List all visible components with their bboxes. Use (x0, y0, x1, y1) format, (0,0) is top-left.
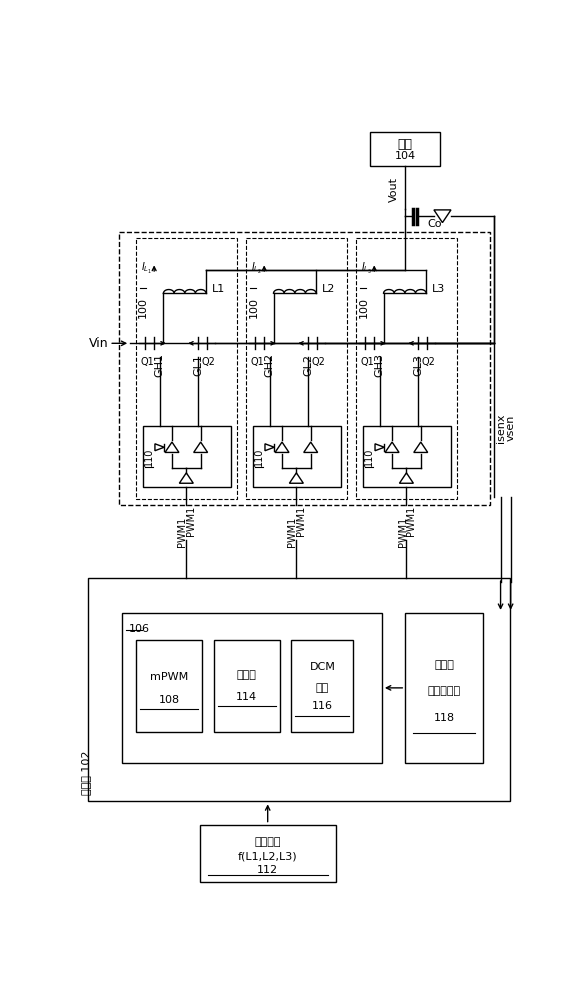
Text: 相停止: 相停止 (237, 670, 257, 680)
Text: 100: 100 (248, 297, 259, 318)
Text: PWM1: PWM1 (186, 505, 196, 536)
Text: 116: 116 (312, 701, 333, 711)
Text: L1: L1 (213, 284, 226, 294)
Text: f(L1,L2,L3): f(L1,L2,L3) (238, 852, 297, 862)
Bar (357, 238, 457, 499)
Bar (291, 640, 353, 732)
Text: 112: 112 (257, 865, 278, 875)
Bar (200, 825, 335, 882)
Text: GH1: GH1 (154, 353, 165, 377)
Text: PWM1: PWM1 (297, 505, 306, 536)
Bar (122, 613, 382, 763)
Text: Co: Co (427, 219, 441, 229)
Bar (137, 238, 237, 499)
Bar (119, 232, 491, 505)
Text: 电压和: 电压和 (434, 660, 454, 670)
Text: Q2: Q2 (422, 357, 435, 367)
Text: isenx: isenx (495, 413, 506, 443)
Text: Vout: Vout (389, 177, 399, 202)
Text: 控制: 控制 (316, 683, 329, 693)
Bar (370, 132, 440, 166)
Text: Q1: Q1 (140, 357, 154, 367)
Text: 106: 106 (128, 624, 150, 634)
Bar (363, 426, 451, 487)
Text: 110: 110 (254, 447, 264, 466)
Text: GH2: GH2 (264, 353, 275, 377)
Text: Q2: Q2 (202, 357, 215, 367)
Text: GL2: GL2 (304, 354, 313, 376)
Text: 100: 100 (358, 297, 369, 318)
Text: 100: 100 (138, 297, 148, 318)
Text: GL1: GL1 (194, 354, 203, 376)
Text: 118: 118 (433, 713, 454, 723)
Bar (247, 238, 347, 499)
Text: 负载: 负载 (398, 138, 413, 151)
Text: $I_{L_3}$: $I_{L_3}$ (361, 261, 372, 276)
Text: PWM1: PWM1 (177, 517, 187, 547)
Text: Q1: Q1 (361, 357, 374, 367)
Text: GL3: GL3 (414, 354, 423, 376)
Text: mPWM: mPWM (150, 672, 188, 682)
Text: Q1: Q1 (250, 357, 264, 367)
Bar (142, 426, 231, 487)
Text: 控制器 102: 控制器 102 (81, 751, 92, 795)
Text: Vin: Vin (89, 337, 109, 350)
Text: 108: 108 (159, 695, 180, 705)
Text: 110: 110 (364, 447, 374, 466)
Text: vsen: vsen (506, 415, 516, 441)
Text: DCM: DCM (309, 662, 335, 672)
Text: $I_{L_2}$: $I_{L_2}$ (251, 261, 262, 276)
Text: 110: 110 (144, 447, 154, 466)
Text: Q2: Q2 (312, 357, 325, 367)
Text: PWM1: PWM1 (287, 517, 297, 547)
Text: L2: L2 (323, 284, 336, 294)
Text: PWM1: PWM1 (397, 517, 408, 547)
Text: PWM1: PWM1 (407, 505, 416, 536)
Text: 114: 114 (236, 692, 257, 702)
Bar (137, 640, 202, 732)
Bar (406, 613, 483, 763)
Text: GH3: GH3 (374, 353, 385, 377)
Bar (88, 578, 510, 801)
Text: $I_{L_1}$: $I_{L_1}$ (141, 261, 152, 276)
Text: 相电流感测: 相电流感测 (427, 686, 461, 696)
Bar (214, 640, 280, 732)
Text: 104: 104 (395, 151, 416, 161)
Text: L3: L3 (433, 284, 446, 294)
Bar (252, 426, 341, 487)
Text: 配置参数: 配置参数 (255, 837, 281, 847)
